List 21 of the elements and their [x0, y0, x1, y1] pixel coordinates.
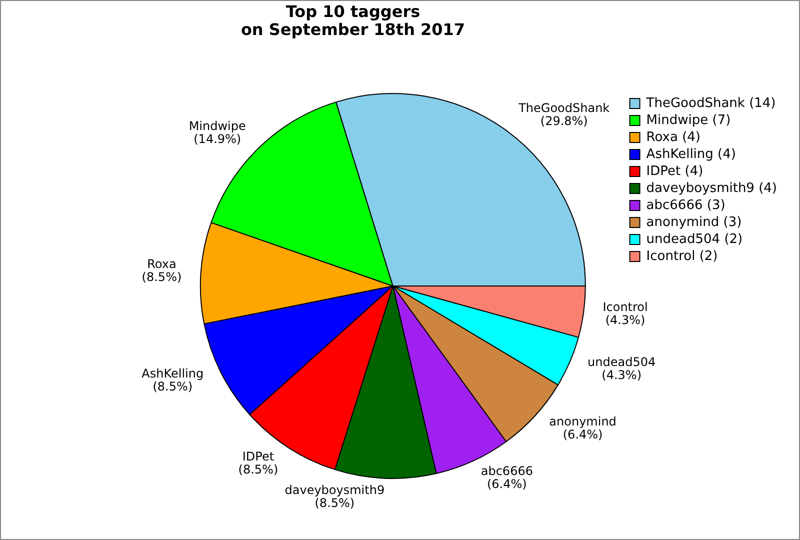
legend-label: abc6666 (3): [646, 198, 726, 213]
legend-label: daveyboysmith9 (4): [646, 180, 778, 196]
legend-label: Roxa (4): [646, 130, 701, 145]
legend-label: AshKelling (4): [646, 146, 736, 162]
legend-label: Icontrol (2): [646, 248, 718, 264]
chart-title: Top 10 taggers on September 18th 2017: [240, 2, 466, 39]
data-label: IDPet (8.5%): [238, 450, 278, 477]
data-label: undead504 (4.3%): [588, 355, 656, 382]
data-label: daveyboysmith9 (8.5%): [284, 483, 385, 510]
data-label: Roxa (8.5%): [142, 257, 182, 284]
data-label: TheGoodShank (29.8%): [518, 101, 610, 128]
data-label: anonymind (6.4%): [549, 414, 616, 442]
data-label: AshKelling (8.5%): [142, 366, 204, 394]
legend-label: IDPet (4): [646, 164, 704, 179]
legend-label: anonymind (3): [646, 214, 742, 230]
data-label: Icontrol (4.3%): [602, 300, 648, 328]
data-label: Mindwipe (14.9%): [188, 119, 246, 146]
data-label: abc6666 (6.4%): [480, 464, 533, 492]
legend-label: Mindwipe (7): [646, 112, 731, 128]
legend-label: undead504 (2): [646, 232, 743, 247]
legend-label: TheGoodShank (14): [645, 96, 776, 111]
